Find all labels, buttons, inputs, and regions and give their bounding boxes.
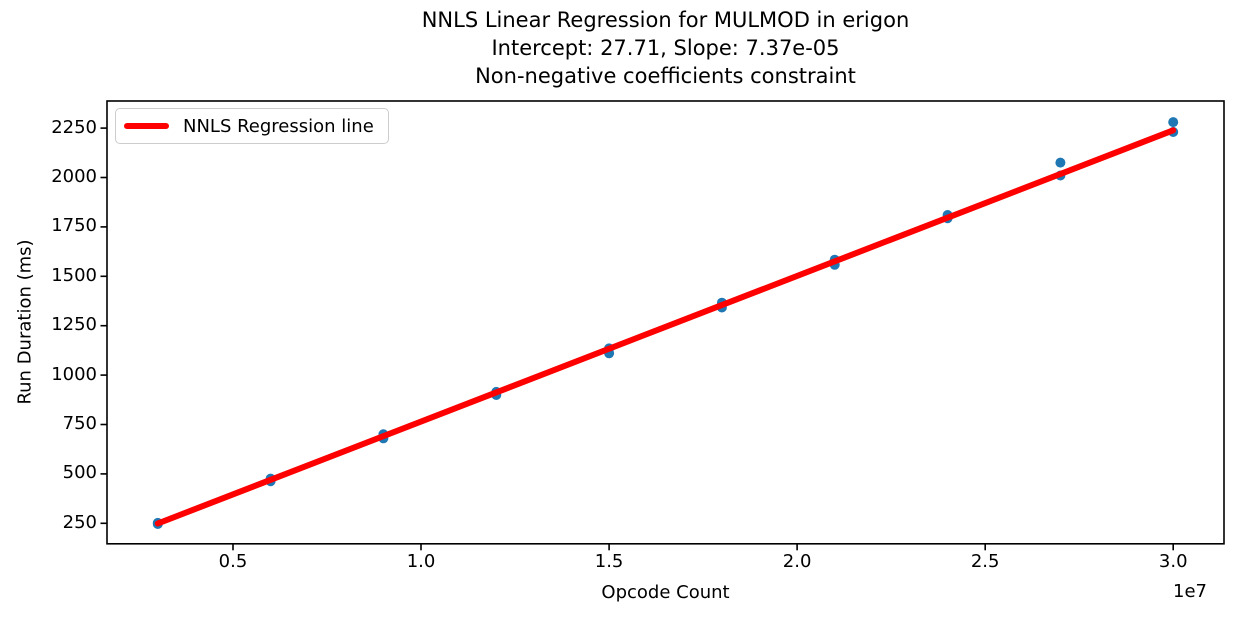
y-tick-label: 1000: [51, 363, 97, 385]
y-tick-label: 1750: [51, 215, 97, 237]
legend: NNLS Regression line: [115, 108, 389, 144]
plot-border: [106, 100, 1225, 545]
scatter-point: [1055, 157, 1066, 168]
x-axis-offset-label: 1e7: [1173, 581, 1207, 602]
x-tick-label: 2.5: [970, 551, 1000, 572]
legend-label: NNLS Regression line: [183, 115, 374, 137]
y-tick-label: 750: [62, 412, 97, 434]
y-axis-label: Run Duration (ms): [14, 239, 36, 405]
y-tick-label: 1250: [51, 314, 97, 336]
title-line-3: Non-negative coefficients constraint: [475, 64, 856, 88]
chart-title: NNLS Linear Regression for MULMOD in eri…: [107, 6, 1224, 90]
y-tick-label: 500: [62, 462, 97, 484]
x-tick-label: 1.0: [406, 551, 436, 572]
title-line-1: NNLS Linear Regression for MULMOD in eri…: [421, 8, 910, 32]
x-tick-label: 0.5: [218, 551, 248, 572]
x-tick-label: 1.5: [594, 551, 624, 572]
y-tick-label: 250: [62, 511, 97, 533]
y-tick-label: 2000: [51, 165, 97, 187]
regression-line: [154, 127, 1177, 527]
y-tick-label: 2250: [51, 116, 97, 138]
x-tick-label: 3.0: [1158, 551, 1188, 572]
scatter-point: [1168, 117, 1179, 128]
title-line-2: Intercept: 27.71, Slope: 7.37e-05: [491, 36, 840, 60]
x-tick-label: 2.0: [782, 551, 812, 572]
y-tick-label: 1500: [51, 264, 97, 286]
x-axis-label: Opcode Count: [601, 582, 730, 603]
legend-line-sample: [124, 123, 169, 129]
